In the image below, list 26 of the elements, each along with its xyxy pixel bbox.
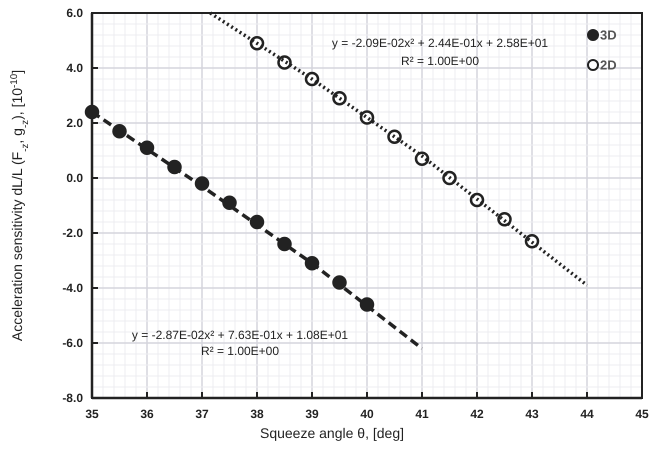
y-tick-label: -8.0 [62, 390, 84, 405]
y-tick-label: 4.0 [66, 60, 84, 75]
y-tick-label: -4.0 [62, 280, 84, 295]
legend-label: 2D [600, 58, 617, 73]
x-tick-label: 38 [250, 406, 264, 421]
x-tick-label: 44 [580, 406, 594, 421]
x-tick-label: 43 [525, 406, 539, 421]
x-tick-label: 35 [85, 406, 99, 421]
y-tick-label: 0.0 [66, 170, 84, 185]
y-tick-label: -6.0 [62, 336, 84, 350]
x-tick-label: 36 [140, 406, 154, 421]
x-tick-label: 37 [195, 406, 209, 421]
x-axis-title: Squeeze angle θ, [deg] [260, 425, 404, 441]
x-tick-label: 41 [415, 406, 429, 421]
annotation: R² = 1.00E+00 [400, 54, 480, 68]
annotation: R² = 1.00E+00 [200, 344, 280, 358]
legend-label: 3D [600, 28, 617, 43]
x-tick-label: 45 [635, 406, 649, 421]
annotation: y = -2.87E-02x² + 7.63E-01x + 1.08E+01 [132, 328, 348, 342]
x-tick-label: 42 [470, 406, 484, 421]
y-tick-label: -2.0 [62, 226, 84, 240]
y-tick-label: 2.0 [66, 116, 84, 130]
x-tick-label: 39 [305, 406, 319, 421]
annotation: y = -2.09E-02x² + 2.44E-01x + 2.58E+01 [332, 36, 548, 50]
y-tick-label: 6.0 [66, 6, 84, 20]
x-tick-label: 40 [360, 406, 374, 421]
